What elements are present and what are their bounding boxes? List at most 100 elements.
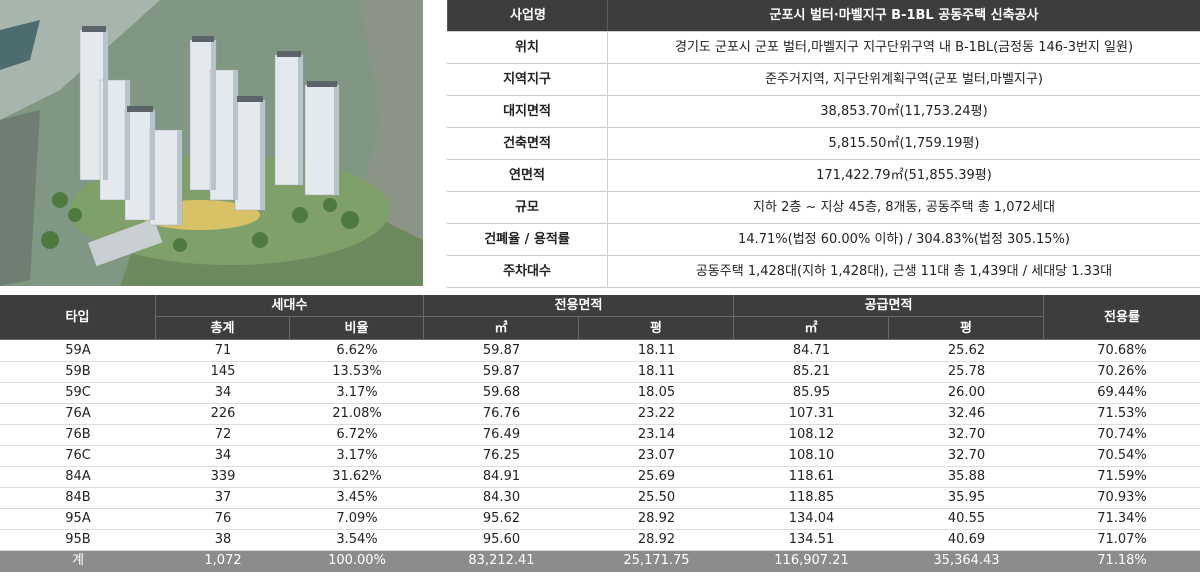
table-row: 95A 76 7.09% 95.62 28.92 134.04 40.55 71.34% — [0, 509, 1200, 530]
info-value: 공동주택 1,428대(지하 1,428대), 근생 11대 총 1,439대 … — [607, 256, 1200, 287]
info-row-location: 위치 경기도 군포시 군포 벌터,마벨지구 지구단위구역 내 B-1BL(금정동… — [447, 32, 1200, 64]
cell-ex-sqm: 59.87 — [482, 364, 521, 379]
cell-ex-rate: 71.18% — [1097, 553, 1147, 568]
info-row-total-floor-area: 연면적 171,422.79㎡(51,855.39평) — [447, 160, 1200, 192]
table-row: 76B 72 6.72% 76.49 23.14 108.12 32.70 70.74% — [0, 425, 1200, 446]
cell-ex-sqm: 84.30 — [482, 490, 521, 505]
cell-ex-py: 25.50 — [637, 490, 676, 505]
cell-count: 72 — [214, 427, 232, 442]
info-label: 지역지구 — [447, 64, 607, 95]
cell-sup-py: 35.88 — [947, 469, 986, 484]
cell-ratio: 7.09% — [336, 511, 378, 526]
table-row: 84A 339 31.62% 84.91 25.69 118.61 35.88 71.59% — [0, 467, 1200, 488]
cell-ratio: 21.08% — [332, 406, 382, 421]
cell-count: 71 — [214, 343, 232, 358]
cell-count: 1,072 — [204, 553, 242, 568]
cell-count: 339 — [210, 469, 236, 484]
cell-sup-sqm: 84.71 — [792, 343, 831, 358]
cell-ratio: 13.53% — [332, 364, 382, 379]
table-row: 59C 34 3.17% 59.68 18.05 85.95 26.00 69.44% — [0, 383, 1200, 404]
cell-ex-rate: 70.26% — [1097, 364, 1147, 379]
cell-count: 226 — [210, 406, 236, 421]
cell-sup-sqm: 118.61 — [788, 469, 835, 484]
cell-sup-py: 40.55 — [947, 511, 986, 526]
cell-ex-sqm: 95.62 — [482, 511, 521, 526]
cell-ratio: 3.45% — [336, 490, 378, 505]
header-households: 세대수 — [156, 295, 424, 317]
info-row-site-area: 대지면적 38,853.70㎡(11,753.24평) — [447, 96, 1200, 128]
cell-sup-sqm: 118.85 — [788, 490, 835, 505]
info-value: 38,853.70㎡(11,753.24평) — [607, 96, 1200, 127]
cell-sup-py: 25.78 — [947, 364, 986, 379]
subheader-supply-sqm: ㎡ — [734, 317, 889, 340]
info-label: 건폐율 / 용적률 — [447, 224, 607, 255]
info-row-coverage-ratio: 건폐율 / 용적률 14.71%(법정 60.00% 이하) / 304.83%… — [447, 224, 1200, 256]
cell-ratio: 100.00% — [328, 553, 386, 568]
cell-sup-sqm: 108.10 — [788, 448, 835, 463]
info-row-building-area: 건축면적 5,815.50㎡(1,759.19평) — [447, 128, 1200, 160]
info-label: 주차대수 — [447, 256, 607, 287]
cell-type: 84A — [65, 469, 91, 484]
cell-sup-py: 40.69 — [947, 532, 986, 547]
info-label: 연면적 — [447, 160, 607, 191]
cell-ex-sqm: 76.76 — [482, 406, 521, 421]
cell-ex-py: 25,171.75 — [623, 553, 690, 568]
header-exclusive-area: 전용면적 — [424, 295, 734, 317]
info-row-parking: 주차대수 공동주택 1,428대(지하 1,428대), 근생 11대 총 1,… — [447, 256, 1200, 288]
header-exclusive-ratio: 전용률 — [1044, 295, 1200, 340]
project-info-table: 사업명 군포시 벌터·마벨지구 B-1BL 공동주택 신축공사 위치 경기도 군… — [447, 0, 1200, 288]
cell-ex-rate: 70.68% — [1097, 343, 1147, 358]
subheader-ratio: 비율 — [290, 317, 424, 340]
info-label: 대지면적 — [447, 96, 607, 127]
subheader-supply-pyeong: 평 — [889, 317, 1044, 340]
cell-count: 34 — [214, 448, 232, 463]
cell-ex-sqm: 76.49 — [482, 427, 521, 442]
info-header-value: 군포시 벌터·마벨지구 B-1BL 공동주택 신축공사 — [607, 0, 1200, 31]
cell-ex-py: 23.22 — [637, 406, 676, 421]
cell-type: 84B — [65, 490, 91, 505]
info-value: 경기도 군포시 군포 벌터,마벨지구 지구단위구역 내 B-1BL(금정동 14… — [607, 32, 1200, 63]
cell-ex-rate: 71.34% — [1097, 511, 1147, 526]
info-value: 5,815.50㎡(1,759.19평) — [607, 128, 1200, 159]
cell-ex-py: 23.07 — [637, 448, 676, 463]
cell-sup-py: 25.62 — [947, 343, 986, 358]
cell-type: 59A — [65, 343, 91, 358]
info-value: 준주거지역, 지구단위계획구역(군포 벌터,마벨지구) — [607, 64, 1200, 95]
info-value: 171,422.79㎡(51,855.39평) — [607, 160, 1200, 191]
cell-sup-sqm: 85.21 — [792, 364, 831, 379]
cell-type: 76B — [65, 427, 91, 442]
table-row: 59B 145 13.53% 59.87 18.11 85.21 25.78 70.26% — [0, 362, 1200, 383]
cell-type: 95A — [65, 511, 91, 526]
cell-ex-py: 18.11 — [637, 364, 676, 379]
cell-count: 37 — [214, 490, 232, 505]
cell-ratio: 3.17% — [336, 448, 378, 463]
cell-ex-py: 25.69 — [637, 469, 676, 484]
cell-ex-sqm: 84.91 — [482, 469, 521, 484]
cell-type: 59C — [65, 385, 91, 400]
cell-sup-py: 26.00 — [947, 385, 986, 400]
cell-type: 계 — [72, 553, 84, 568]
cell-ex-py: 18.11 — [637, 343, 676, 358]
info-label: 위치 — [447, 32, 607, 63]
cell-sup-sqm: 116,907.21 — [774, 553, 849, 568]
cell-count: 76 — [214, 511, 232, 526]
subheader-total: 총계 — [156, 317, 290, 340]
table-row: 84B 37 3.45% 84.30 25.50 118.85 35.95 70.93% — [0, 488, 1200, 509]
total-row: 계 1,072 100.00% 83,212.41 25,171.75 116,907.2… — [0, 551, 1200, 572]
cell-ex-rate: 70.74% — [1097, 427, 1147, 442]
cell-sup-sqm: 134.51 — [788, 532, 835, 547]
table-row: 76A 226 21.08% 76.76 23.22 107.31 32.46 71.53% — [0, 404, 1200, 425]
cell-count: 145 — [210, 364, 236, 379]
cell-ratio: 3.17% — [336, 385, 378, 400]
cell-ratio: 3.54% — [336, 532, 378, 547]
info-header-label: 사업명 — [447, 0, 608, 31]
cell-type: 59B — [65, 364, 91, 379]
subheader-exclusive-pyeong: 평 — [579, 317, 734, 340]
cell-ex-rate: 71.53% — [1097, 406, 1147, 421]
cell-ex-sqm: 76.25 — [482, 448, 521, 463]
rendering-illustration — [0, 0, 423, 286]
cell-ex-py: 28.92 — [637, 532, 676, 547]
table-row: 59A 71 6.62% 59.87 18.11 84.71 25.62 70.68% — [0, 341, 1200, 362]
info-value: 14.71%(법정 60.00% 이하) / 304.83%(법정 305.15… — [607, 224, 1200, 255]
unit-type-table: 타입 세대수 전용면적 공급면적 전용률 총계 비율 ㎡ 평 ㎡ 평 59A 71… — [0, 295, 1200, 576]
